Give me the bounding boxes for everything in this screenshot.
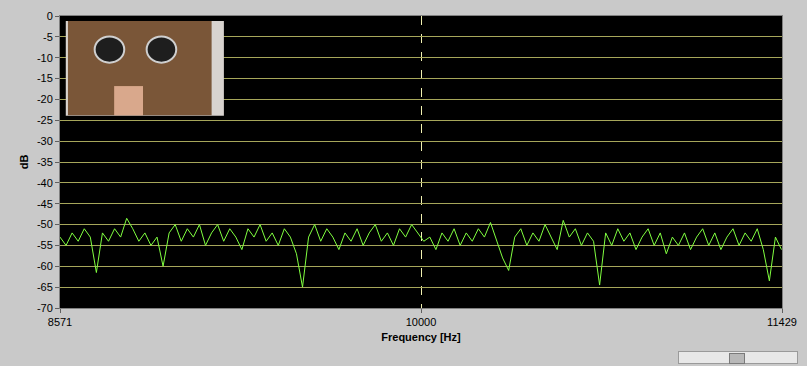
svg-text:-50: -50 [37, 218, 53, 230]
svg-text:8571: 8571 [48, 316, 72, 328]
svg-text:10000: 10000 [406, 316, 437, 328]
svg-text:Frequency [Hz]: Frequency [Hz] [381, 331, 461, 343]
svg-text:-5: -5 [43, 31, 53, 43]
svg-text:-25: -25 [37, 114, 53, 126]
svg-text:-30: -30 [37, 135, 53, 147]
svg-text:0: 0 [47, 10, 53, 22]
svg-text:-40: -40 [37, 177, 53, 189]
svg-text:-65: -65 [37, 281, 53, 293]
svg-text:11429: 11429 [767, 316, 797, 328]
svg-text:-35: -35 [37, 156, 53, 168]
svg-text:-70: -70 [37, 302, 53, 314]
svg-text:dB: dB [18, 155, 30, 170]
svg-text:-20: -20 [37, 93, 53, 105]
svg-text:-10: -10 [37, 52, 53, 64]
svg-text:-15: -15 [37, 72, 53, 84]
svg-text:-45: -45 [37, 198, 53, 210]
svg-text:-55: -55 [37, 239, 53, 251]
svg-text:-60: -60 [37, 260, 53, 272]
